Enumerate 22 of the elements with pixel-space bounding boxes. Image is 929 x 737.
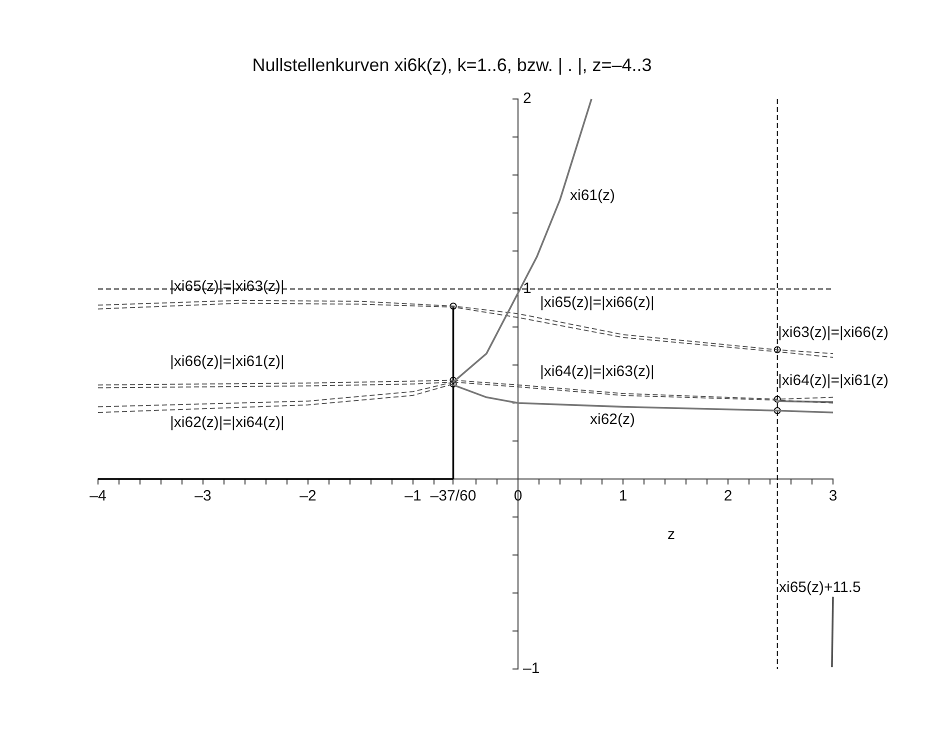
annotation: |xi64(z)|=|xi61(z) [778,372,888,390]
x-tick-label: –3 [194,488,212,505]
annotation: |xi66(z)|=|xi61(z)| [170,353,284,370]
x-axis-title: z [668,526,676,544]
annotation: |xi64(z)|=|xi63(z)| [540,363,654,380]
annotation: |xi65(z)|=|xi66(z)| [540,294,654,312]
annotation: xi65(z)+11.5 [779,579,861,596]
y-tick-label: –1 [523,660,540,678]
x-tick-label: –1 [404,488,422,505]
annotation: xi61(z) [570,187,616,204]
annotation: |xi63(z)|=|xi66(z) [778,324,888,342]
x-tick-label: –4 [90,488,106,505]
x-tick-label: –2 [300,488,316,505]
x-tick-label: 2 [724,488,732,505]
x-tick-label: 1 [618,488,628,505]
y-tick-label: 1 [523,280,532,298]
x-tick-label: 3 [828,488,838,505]
annotation: |xi62(z)|=|xi64(z)| [170,414,284,432]
x-tick-label: –37/60 [430,488,476,505]
y-tick-label: 2 [523,90,532,108]
chart-title: Nullstellenkurven xi6k(z), k=1..6, bzw. | . |, z=–4..3 [252,54,652,75]
annotation: xi62(z) [590,411,636,428]
